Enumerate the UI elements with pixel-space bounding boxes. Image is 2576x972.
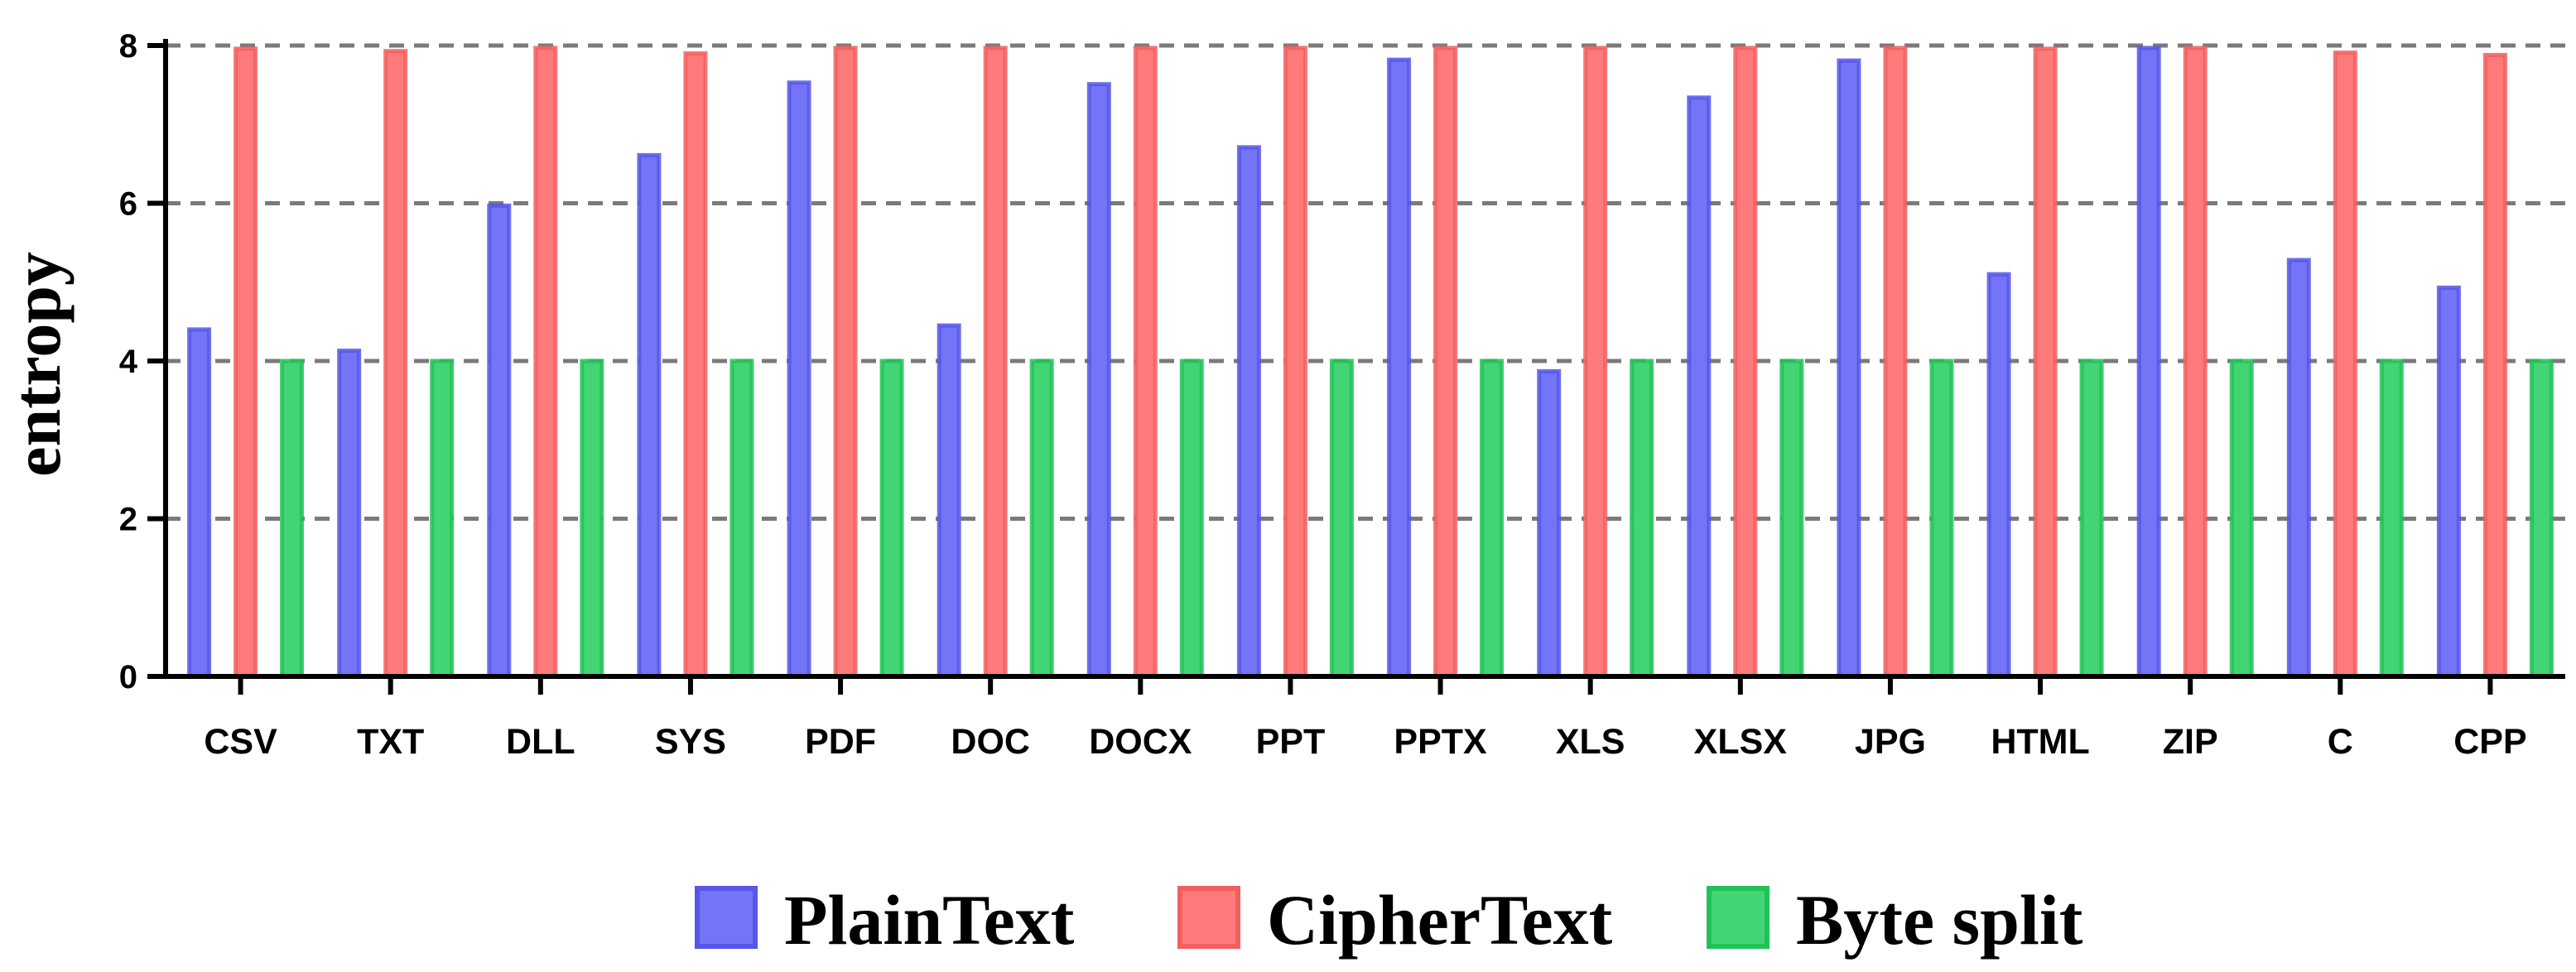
bar-ciphertext (983, 46, 1008, 679)
x-tick-label: XLS (1556, 722, 1625, 762)
bar-plaintext (1387, 57, 1412, 679)
y-tick-label: 0 (119, 659, 137, 695)
bar-byte-split (729, 358, 754, 679)
legend-swatch-plaintext (695, 886, 758, 949)
legend-label: Byte split (1796, 880, 2083, 960)
bar-plaintext (1986, 272, 2011, 679)
bar-ciphertext (1883, 46, 1908, 679)
x-tick-label: ZIP (2163, 722, 2218, 762)
bar-plaintext (187, 327, 212, 679)
bar-byte-split (2079, 358, 2104, 679)
bar-byte-split (1179, 358, 1204, 679)
bar-ciphertext (833, 46, 858, 679)
bar-byte-split (2229, 358, 2254, 679)
legend-swatch-ciphertext (1177, 886, 1240, 949)
bar-plaintext (637, 152, 662, 679)
legend-label: PlainText (784, 880, 1075, 960)
bar-byte-split (1480, 358, 1505, 679)
bar-byte-split (280, 358, 305, 679)
bar-ciphertext (1283, 46, 1307, 679)
bar-byte-split (2379, 358, 2404, 679)
x-tick-label: DOC (951, 722, 1030, 762)
bar-ciphertext (2482, 52, 2507, 679)
bar-byte-split (1779, 358, 1804, 679)
bar-ciphertext (1733, 46, 1758, 679)
bar-ciphertext (2033, 46, 2058, 679)
bar-byte-split (1329, 358, 1354, 679)
bar-ciphertext (533, 46, 558, 679)
bar-plaintext (1837, 58, 1861, 679)
x-tick-label: PDF (805, 722, 876, 762)
bar-byte-split (879, 358, 904, 679)
bar-ciphertext (1583, 46, 1608, 679)
bar-plaintext (1537, 368, 1562, 679)
x-tick-label: XLSX (1694, 722, 1788, 762)
bar-ciphertext (2333, 51, 2357, 679)
bars (187, 46, 2554, 679)
x-tick-labels: CSV TXT DLL SYS PDF DOC DOCX PPT PPTX XLS XLSX JPG H… (204, 722, 2526, 762)
y-tick-label: 6 (119, 186, 137, 223)
legend-label: CipherText (1267, 880, 1613, 960)
grid-lines (166, 43, 2565, 521)
x-tick-label: CPP (2453, 722, 2526, 762)
x-tick-label: SYS (655, 722, 726, 762)
bar-plaintext (2436, 285, 2461, 679)
bar-plaintext (487, 203, 512, 679)
x-tick-label: C (2328, 722, 2353, 762)
bar-byte-split (2529, 358, 2554, 679)
bar-ciphertext (683, 51, 708, 679)
x-tick-label: JPG (1855, 722, 1926, 762)
x-tick-label: HTML (1991, 722, 2089, 762)
bar-plaintext (937, 323, 961, 679)
y-axis-label: entropy (0, 252, 75, 477)
y-tick-label: 8 (119, 28, 137, 65)
bar-byte-split (1929, 358, 1954, 679)
bar-ciphertext (1133, 46, 1158, 679)
legend-swatch-byte-split (1707, 886, 1769, 949)
x-tick-label: PPT (1256, 722, 1326, 762)
bar-byte-split (1630, 358, 1654, 679)
x-tick-label: DOCX (1089, 722, 1192, 762)
bar-byte-split (430, 358, 455, 679)
y-tick-label: 2 (119, 502, 137, 538)
bar-ciphertext (383, 49, 408, 679)
bar-byte-split (580, 358, 604, 679)
axes (147, 39, 2565, 695)
bar-ciphertext (234, 46, 258, 679)
y-tick-label: 4 (119, 344, 138, 380)
bar-plaintext (337, 349, 362, 679)
bar-ciphertext (1433, 46, 1458, 679)
bar-plaintext (787, 80, 811, 679)
bar-byte-split (1029, 358, 1054, 679)
bar-plaintext (2286, 257, 2311, 679)
legend: PlainText CipherText Byte split (695, 880, 2083, 960)
x-tick-label: DLL (506, 722, 575, 762)
bar-plaintext (1086, 82, 1111, 679)
bar-plaintext (1687, 95, 1712, 679)
bar-plaintext (1236, 145, 1261, 679)
bar-plaintext (2136, 46, 2161, 679)
bar-ciphertext (2183, 46, 2208, 679)
x-tick-label: TXT (357, 722, 424, 762)
x-tick-label: CSV (204, 722, 277, 762)
x-tick-label: PPTX (1394, 722, 1487, 762)
y-tick-labels: 0 2 4 6 8 (119, 28, 138, 695)
